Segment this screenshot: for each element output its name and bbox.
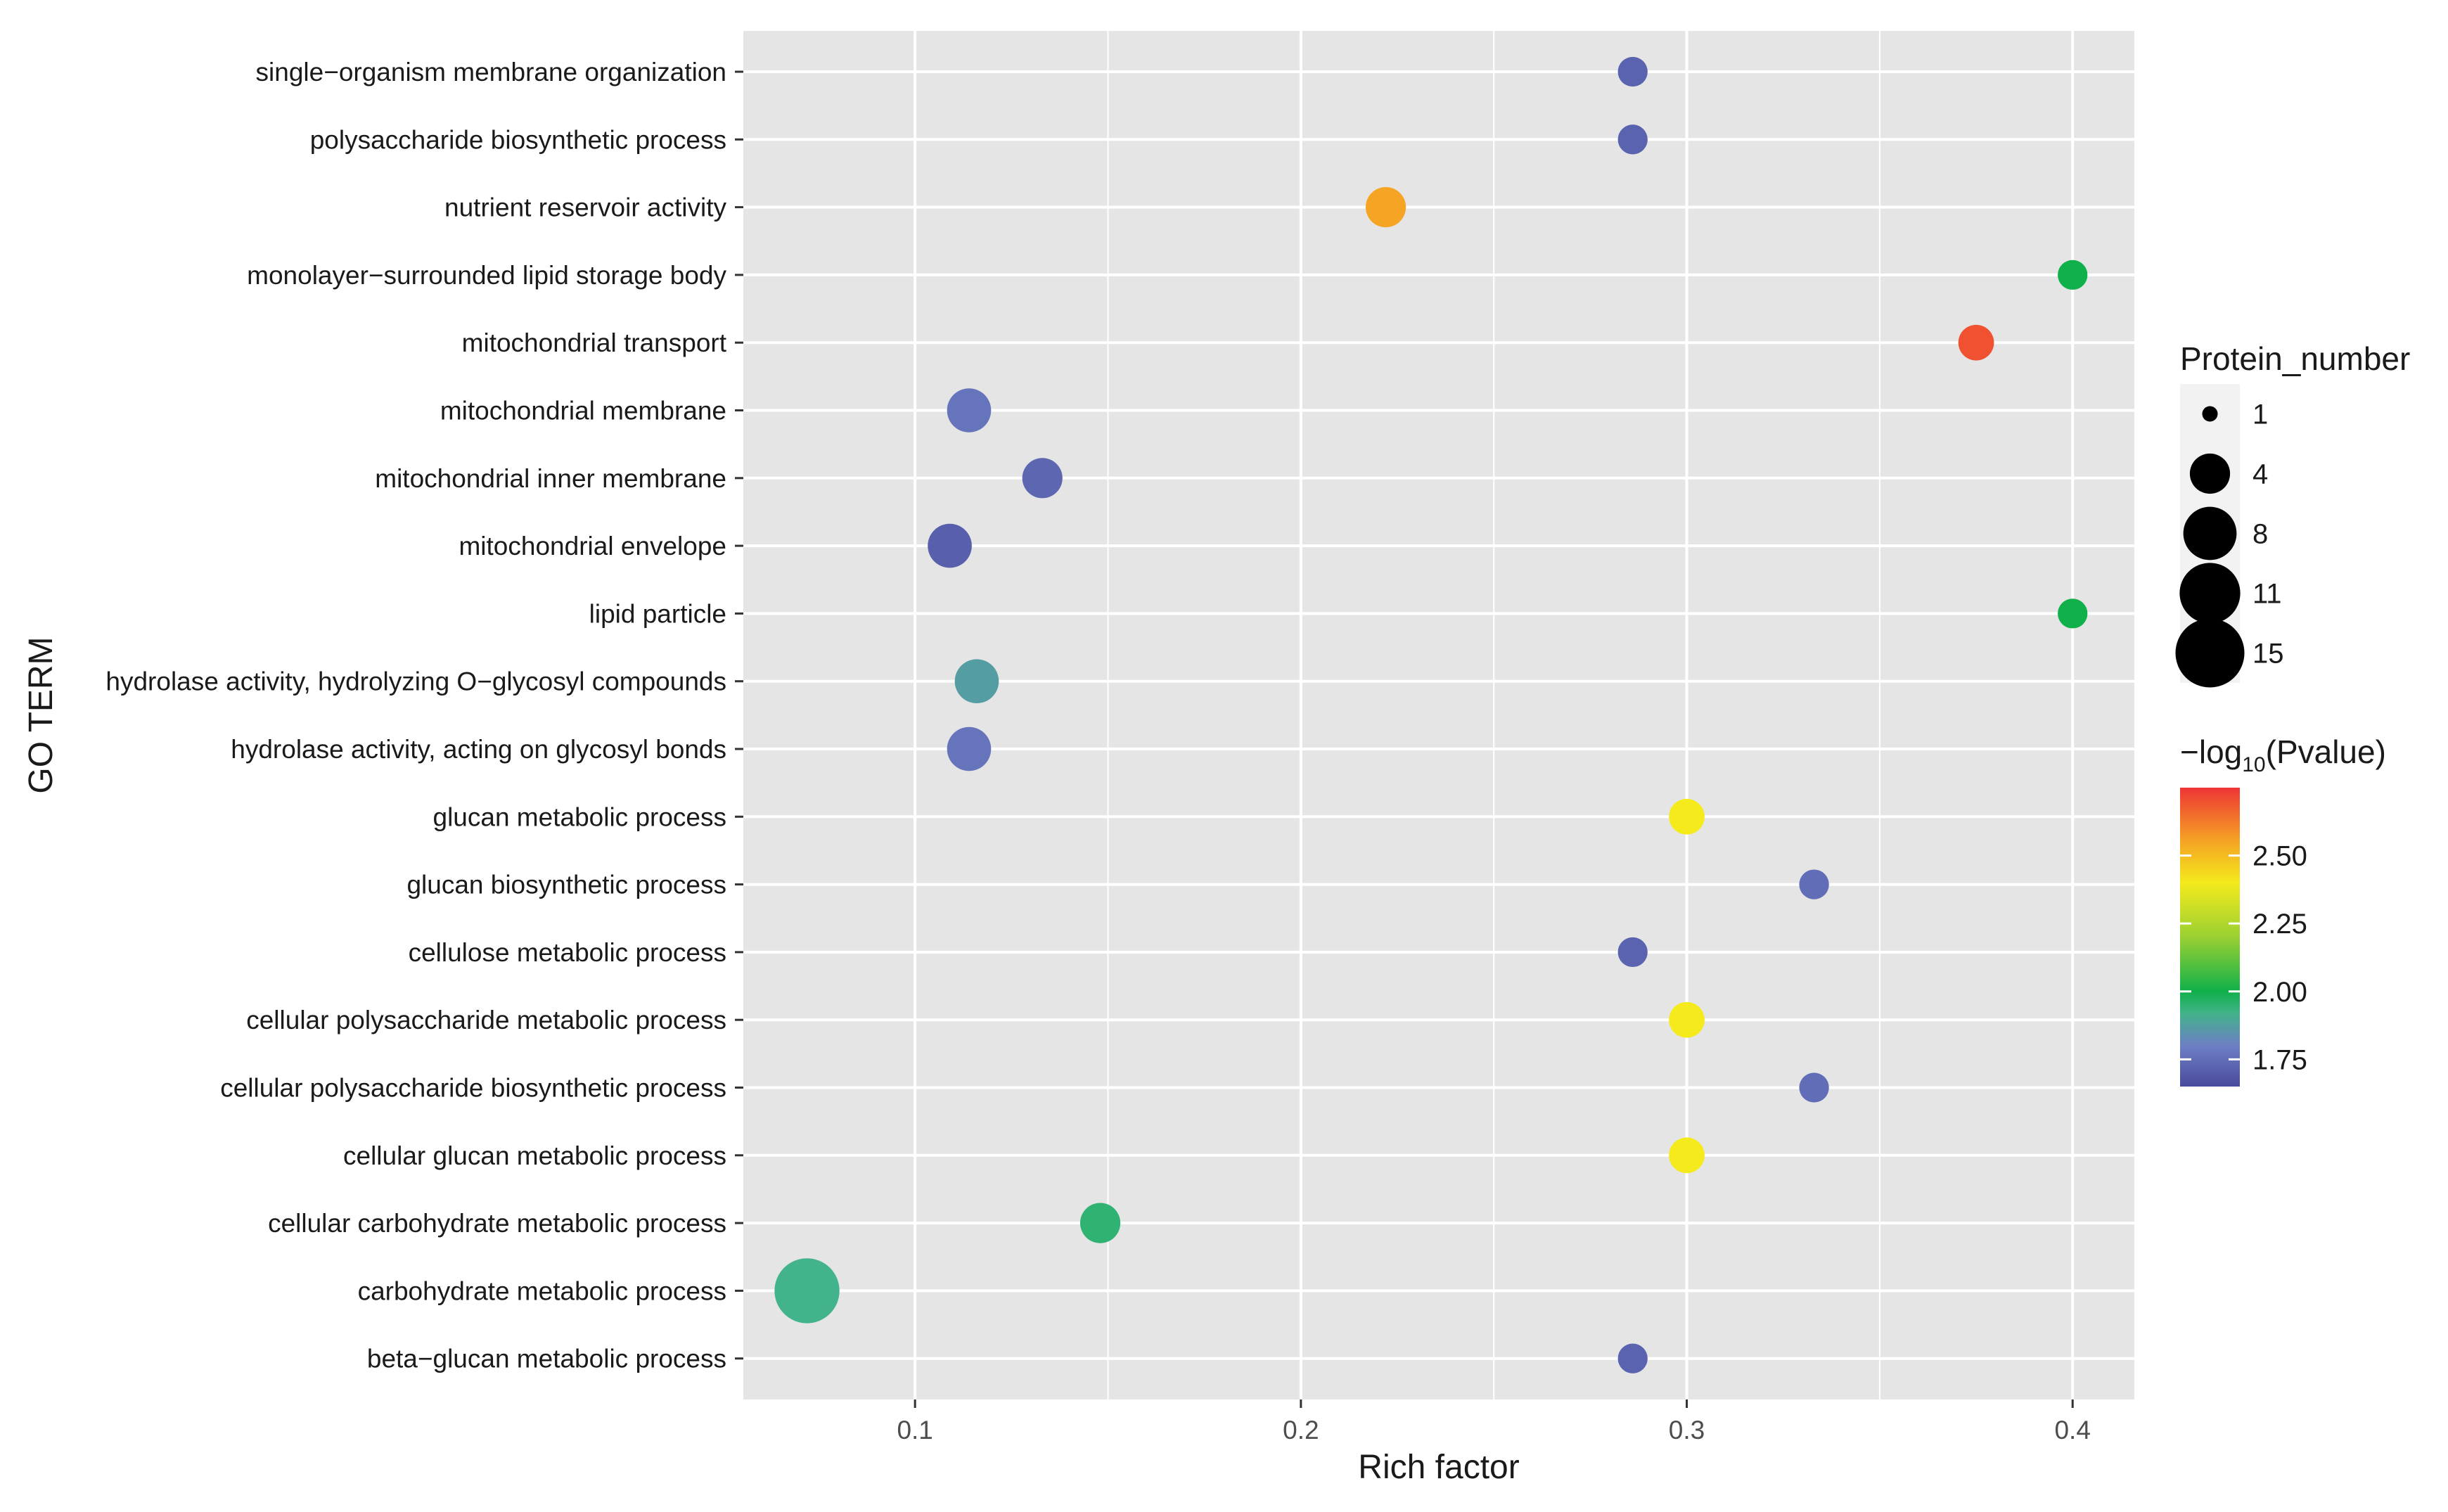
y-label-polysaccharide-biosynthetic-process: polysaccharide biosynthetic process bbox=[310, 125, 726, 154]
point-glucan-metabolic-process bbox=[1669, 798, 1705, 835]
y-label-monolayer-surrounded-lipid-storage-body: monolayer−surrounded lipid storage body bbox=[247, 261, 726, 290]
y-label-cellulose-metabolic-process: cellulose metabolic process bbox=[409, 938, 726, 967]
colorbar-label-2.25: 2.25 bbox=[2252, 909, 2307, 940]
point-hydrolase-activity-hydrolyzing-o-glycosyl-compounds bbox=[954, 659, 999, 704]
y-label-cellular-glucan-metabolic-process: cellular glucan metabolic process bbox=[343, 1141, 726, 1170]
size-legend-dot bbox=[2175, 618, 2245, 688]
size-legend: Protein_number 1 4 8 11 15 bbox=[2175, 340, 2410, 688]
plot-panel bbox=[743, 31, 2134, 1399]
point-mitochondrial-membrane bbox=[947, 388, 992, 433]
point-hydrolase-activity-acting-on-glycosyl-bonds bbox=[947, 726, 992, 771]
y-label-carbohydrate-metabolic-process: carbohydrate metabolic process bbox=[358, 1276, 726, 1305]
y-label-beta-glucan-metabolic-process: beta−glucan metabolic process bbox=[367, 1345, 726, 1373]
point-carbohydrate-metabolic-process bbox=[774, 1258, 840, 1324]
color-legend: −log10(Pvalue) 1.75 2.00 2.25 2.50 bbox=[2180, 733, 2386, 1087]
point-mitochondrial-inner-membrane bbox=[1022, 458, 1063, 499]
y-label-single-organism-membrane-organization: single−organism membrane organization bbox=[256, 58, 726, 87]
data-points bbox=[774, 56, 2088, 1373]
y-label-lipid-particle: lipid particle bbox=[589, 599, 726, 628]
point-cellular-polysaccharide-biosynthetic-process bbox=[1799, 1072, 1829, 1103]
size-legend-dot bbox=[2179, 563, 2241, 624]
y-label-glucan-metabolic-process: glucan metabolic process bbox=[433, 802, 727, 831]
major-gridlines bbox=[743, 31, 2134, 1399]
y-label-glucan-biosynthetic-process: glucan biosynthetic process bbox=[406, 871, 726, 899]
size-legend-dot bbox=[2189, 453, 2231, 494]
point-cellular-glucan-metabolic-process bbox=[1669, 1137, 1705, 1174]
x-tick-label-0.2: 0.2 bbox=[1283, 1416, 1319, 1444]
x-axis-title: Rich factor bbox=[1358, 1449, 1519, 1486]
y-label-nutrient-reservoir-activity: nutrient reservoir activity bbox=[444, 193, 726, 222]
point-polysaccharide-biosynthetic-process bbox=[1617, 124, 1648, 155]
color-legend-title: −log10(Pvalue) bbox=[2180, 733, 2386, 776]
x-tick-label-0.1: 0.1 bbox=[897, 1416, 933, 1444]
y-label-cellular-carbohydrate-metabolic-process: cellular carbohydrate metabolic process bbox=[268, 1209, 726, 1238]
point-single-organism-membrane-organization bbox=[1617, 56, 1648, 87]
point-monolayer-surrounded-lipid-storage-body bbox=[2058, 260, 2088, 290]
x-axis-ticks: 0.1 0.2 0.3 0.4 bbox=[897, 1399, 2091, 1444]
size-legend-label-11: 11 bbox=[2252, 579, 2282, 610]
colorbar-label-2.00: 2.00 bbox=[2252, 977, 2307, 1008]
size-legend-label-15: 15 bbox=[2252, 639, 2284, 669]
x-tick-label-0.3: 0.3 bbox=[1669, 1416, 1705, 1444]
size-legend-title: Protein_number bbox=[2180, 340, 2410, 377]
point-mitochondrial-transport bbox=[1958, 324, 1994, 361]
y-axis-term-labels: single−organism membrane organization pol… bbox=[105, 58, 726, 1373]
point-mitochondrial-envelope bbox=[928, 523, 972, 568]
point-glucan-biosynthetic-process bbox=[1799, 869, 1829, 899]
size-legend-label-4: 4 bbox=[2252, 459, 2268, 490]
point-cellular-polysaccharide-metabolic-process bbox=[1669, 1001, 1705, 1038]
colorbar-label-1.75: 1.75 bbox=[2252, 1044, 2307, 1075]
colorbar-label-2.50: 2.50 bbox=[2252, 841, 2307, 872]
point-nutrient-reservoir-activity bbox=[1365, 187, 1406, 228]
y-axis-title: GO TERM bbox=[23, 636, 60, 793]
y-label-mitochondrial-transport: mitochondrial transport bbox=[462, 328, 727, 357]
point-beta-glucan-metabolic-process bbox=[1617, 1343, 1648, 1373]
y-label-mitochondrial-inner-membrane: mitochondrial inner membrane bbox=[375, 464, 726, 493]
size-legend-label-1: 1 bbox=[2252, 399, 2268, 430]
y-label-mitochondrial-membrane: mitochondrial membrane bbox=[440, 397, 726, 425]
y-label-cellular-polysaccharide-metabolic-process: cellular polysaccharide metabolic proces… bbox=[246, 1006, 726, 1034]
y-label-cellular-polysaccharide-biosynthetic-process: cellular polysaccharide biosynthetic pro… bbox=[220, 1074, 726, 1103]
y-tick-marks bbox=[735, 70, 743, 1360]
y-label-hydrolase-activity-hydrolyzing-o-glycosyl-compounds: hydrolase activity, hydrolyzing O−glycos… bbox=[105, 667, 726, 696]
size-legend-label-8: 8 bbox=[2252, 519, 2268, 550]
colorbar bbox=[2180, 788, 2240, 1087]
y-label-hydrolase-activity-acting-on-glycosyl-bonds: hydrolase activity, acting on glycosyl b… bbox=[231, 735, 726, 764]
minor-gridlines bbox=[1107, 31, 1880, 1399]
point-cellular-carbohydrate-metabolic-process bbox=[1079, 1203, 1121, 1243]
y-label-mitochondrial-envelope: mitochondrial envelope bbox=[459, 532, 726, 560]
point-lipid-particle bbox=[2058, 598, 2088, 629]
x-tick-label-0.4: 0.4 bbox=[2054, 1416, 2090, 1444]
point-cellulose-metabolic-process bbox=[1617, 937, 1648, 968]
size-legend-dot bbox=[2202, 406, 2218, 422]
size-legend-dot bbox=[2183, 506, 2237, 560]
